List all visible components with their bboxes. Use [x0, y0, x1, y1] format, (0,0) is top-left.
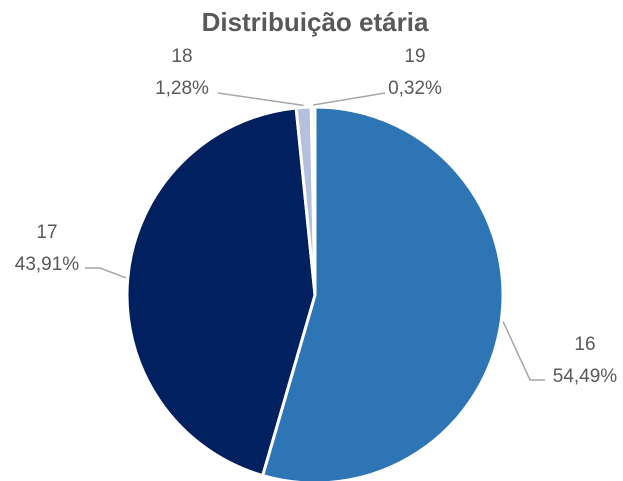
value-label: 43,91% — [15, 254, 80, 275]
leader-line — [217, 92, 304, 107]
value-label: 54,49% — [553, 366, 618, 387]
leader-line — [312, 92, 386, 106]
leader-line — [502, 321, 545, 381]
pie-slice — [309, 105, 317, 296]
chart-title: Distribuição etária — [202, 7, 429, 37]
value-label: 0,32% — [388, 78, 442, 99]
category-label: 18 — [171, 46, 192, 67]
leader-line — [85, 267, 127, 279]
pie-slice — [260, 105, 505, 481]
pie-slice — [125, 106, 317, 478]
category-label: 16 — [574, 334, 595, 355]
category-label: 19 — [404, 46, 425, 67]
value-label: 1,28% — [155, 78, 209, 99]
category-label: 17 — [36, 222, 57, 243]
